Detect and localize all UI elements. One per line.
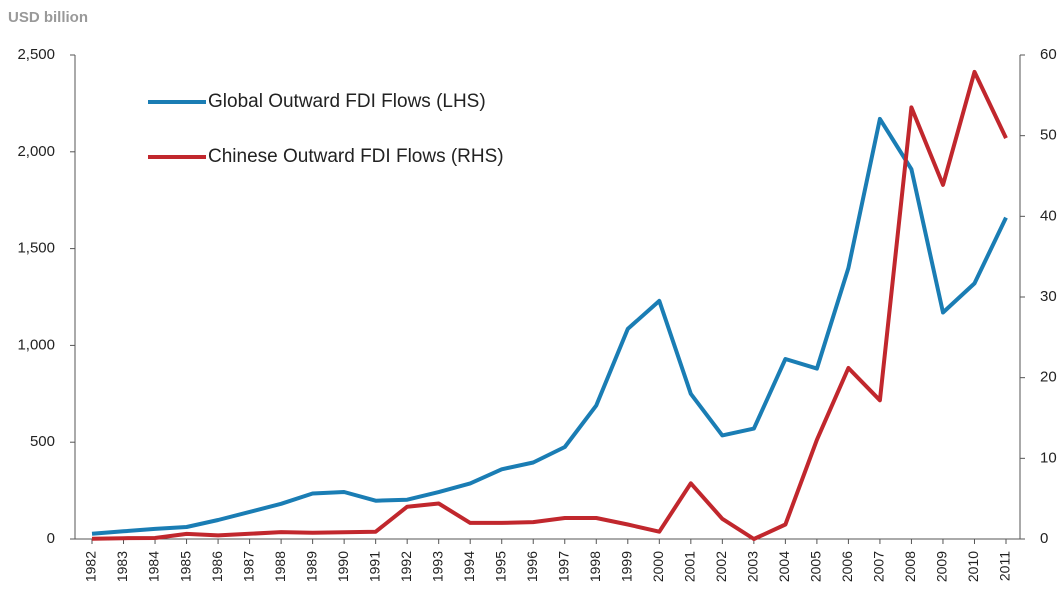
x-tick-label: 1984 [146,551,162,582]
x-tick-label: 1996 [524,551,540,582]
x-tick-label: 1997 [555,551,571,582]
y2-tick-label: 10 [1040,449,1057,466]
y-unit-label: USD billion [8,9,88,26]
x-tick-label: 1989 [303,551,319,582]
y2-tick-label: 50 [1040,127,1057,144]
y-tick-label: 0 [47,530,55,547]
x-tick-label: 1990 [335,551,351,582]
x-tick-label: 2007 [871,551,887,582]
y-tick-label: 1,000 [17,336,55,353]
y2-tick-label: 30 [1040,288,1057,305]
x-tick-label: 1994 [461,551,477,582]
x-tick-label: 2008 [902,551,918,582]
y2-tick-label: 20 [1040,369,1057,386]
y-tick-label: 2,500 [17,46,55,63]
y-tick-label: 1,500 [17,240,55,257]
x-tick-label: 2002 [713,551,729,582]
x-tick-label: 1985 [177,551,193,582]
legend-label: Global Outward FDI Flows (LHS) [208,91,486,112]
x-tick-label: 1987 [240,551,256,582]
y2-tick-label: 0 [1040,530,1048,547]
y-tick-label: 2,000 [17,143,55,160]
y2-tick-label: 40 [1040,207,1057,224]
x-tick-label: 1993 [429,551,445,582]
x-tick-label: 1995 [492,551,508,582]
x-tick-label: 1982 [83,551,99,582]
x-tick-label: 2000 [650,551,666,582]
y-tick-label: 500 [30,433,55,450]
x-tick-label: 1991 [366,551,382,582]
x-tick-label: 2011 [997,551,1013,581]
x-tick-label: 2004 [776,551,792,582]
x-tick-label: 1999 [618,551,634,582]
series-line [91,116,1008,536]
x-tick-label: 1992 [398,551,414,582]
x-tick-label: 2010 [965,551,981,582]
x-tick-label: 2006 [839,551,855,582]
x-tick-label: 1983 [114,551,130,582]
x-tick-label: 1988 [272,551,288,582]
legend-label: Chinese Outward FDI Flows (RHS) [208,146,504,167]
x-tick-label: 2005 [808,551,824,582]
series-line [91,69,1008,541]
x-tick-label: 1986 [209,551,225,582]
x-tick-label: 2009 [934,551,950,582]
y2-tick-label: 60 [1040,46,1057,63]
x-tick-label: 2001 [682,551,698,582]
x-tick-label: 1998 [587,551,603,582]
x-tick-label: 2003 [745,551,761,582]
